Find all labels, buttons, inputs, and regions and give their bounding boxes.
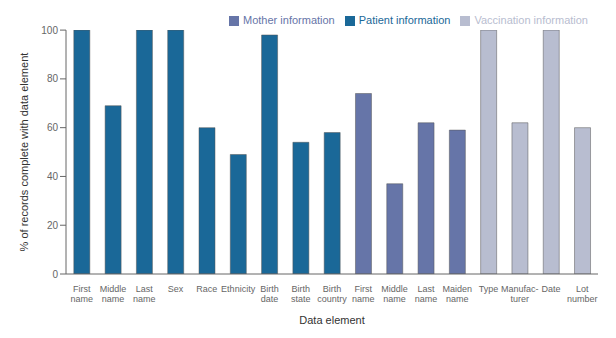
svg-text:80: 80 — [47, 73, 59, 84]
svg-text:% of records complete with dat: % of records complete with data element — [18, 53, 30, 252]
svg-text:Manufac-turer: Manufac-turer — [501, 284, 539, 304]
svg-text:Ethnicity: Ethnicity — [221, 284, 256, 294]
svg-text:Maidenname: Maidenname — [442, 284, 472, 304]
svg-text:Type: Type — [479, 284, 499, 294]
svg-text:Sex: Sex — [168, 284, 184, 294]
svg-text:Middlename: Middlename — [381, 284, 408, 304]
svg-text:Birthcountry: Birthcountry — [317, 284, 347, 304]
svg-text:Data element: Data element — [299, 314, 364, 326]
svg-text:60: 60 — [47, 122, 59, 133]
svg-text:Lotnumber: Lotnumber — [567, 284, 598, 304]
svg-text:20: 20 — [47, 220, 59, 231]
svg-text:Birthdate: Birthdate — [260, 284, 279, 304]
svg-text:40: 40 — [47, 171, 59, 182]
svg-text:Date: Date — [542, 284, 561, 294]
svg-text:0: 0 — [52, 269, 58, 280]
svg-text:Lastname: Lastname — [133, 284, 156, 304]
svg-text:Lastname: Lastname — [415, 284, 438, 304]
svg-text:100: 100 — [41, 25, 58, 36]
svg-text:Firstname: Firstname — [70, 284, 93, 304]
svg-text:Middlename: Middlename — [100, 284, 127, 304]
html-text:Mother information: Mother information — [243, 14, 335, 26]
svg-text:Race: Race — [196, 284, 217, 294]
html-text:Vaccination information: Vaccination information — [474, 14, 588, 26]
html-text:Patient information: Patient information — [358, 14, 451, 26]
svg-text:Birthstate: Birthstate — [291, 284, 311, 304]
svg-text:Firstname: Firstname — [352, 284, 375, 304]
